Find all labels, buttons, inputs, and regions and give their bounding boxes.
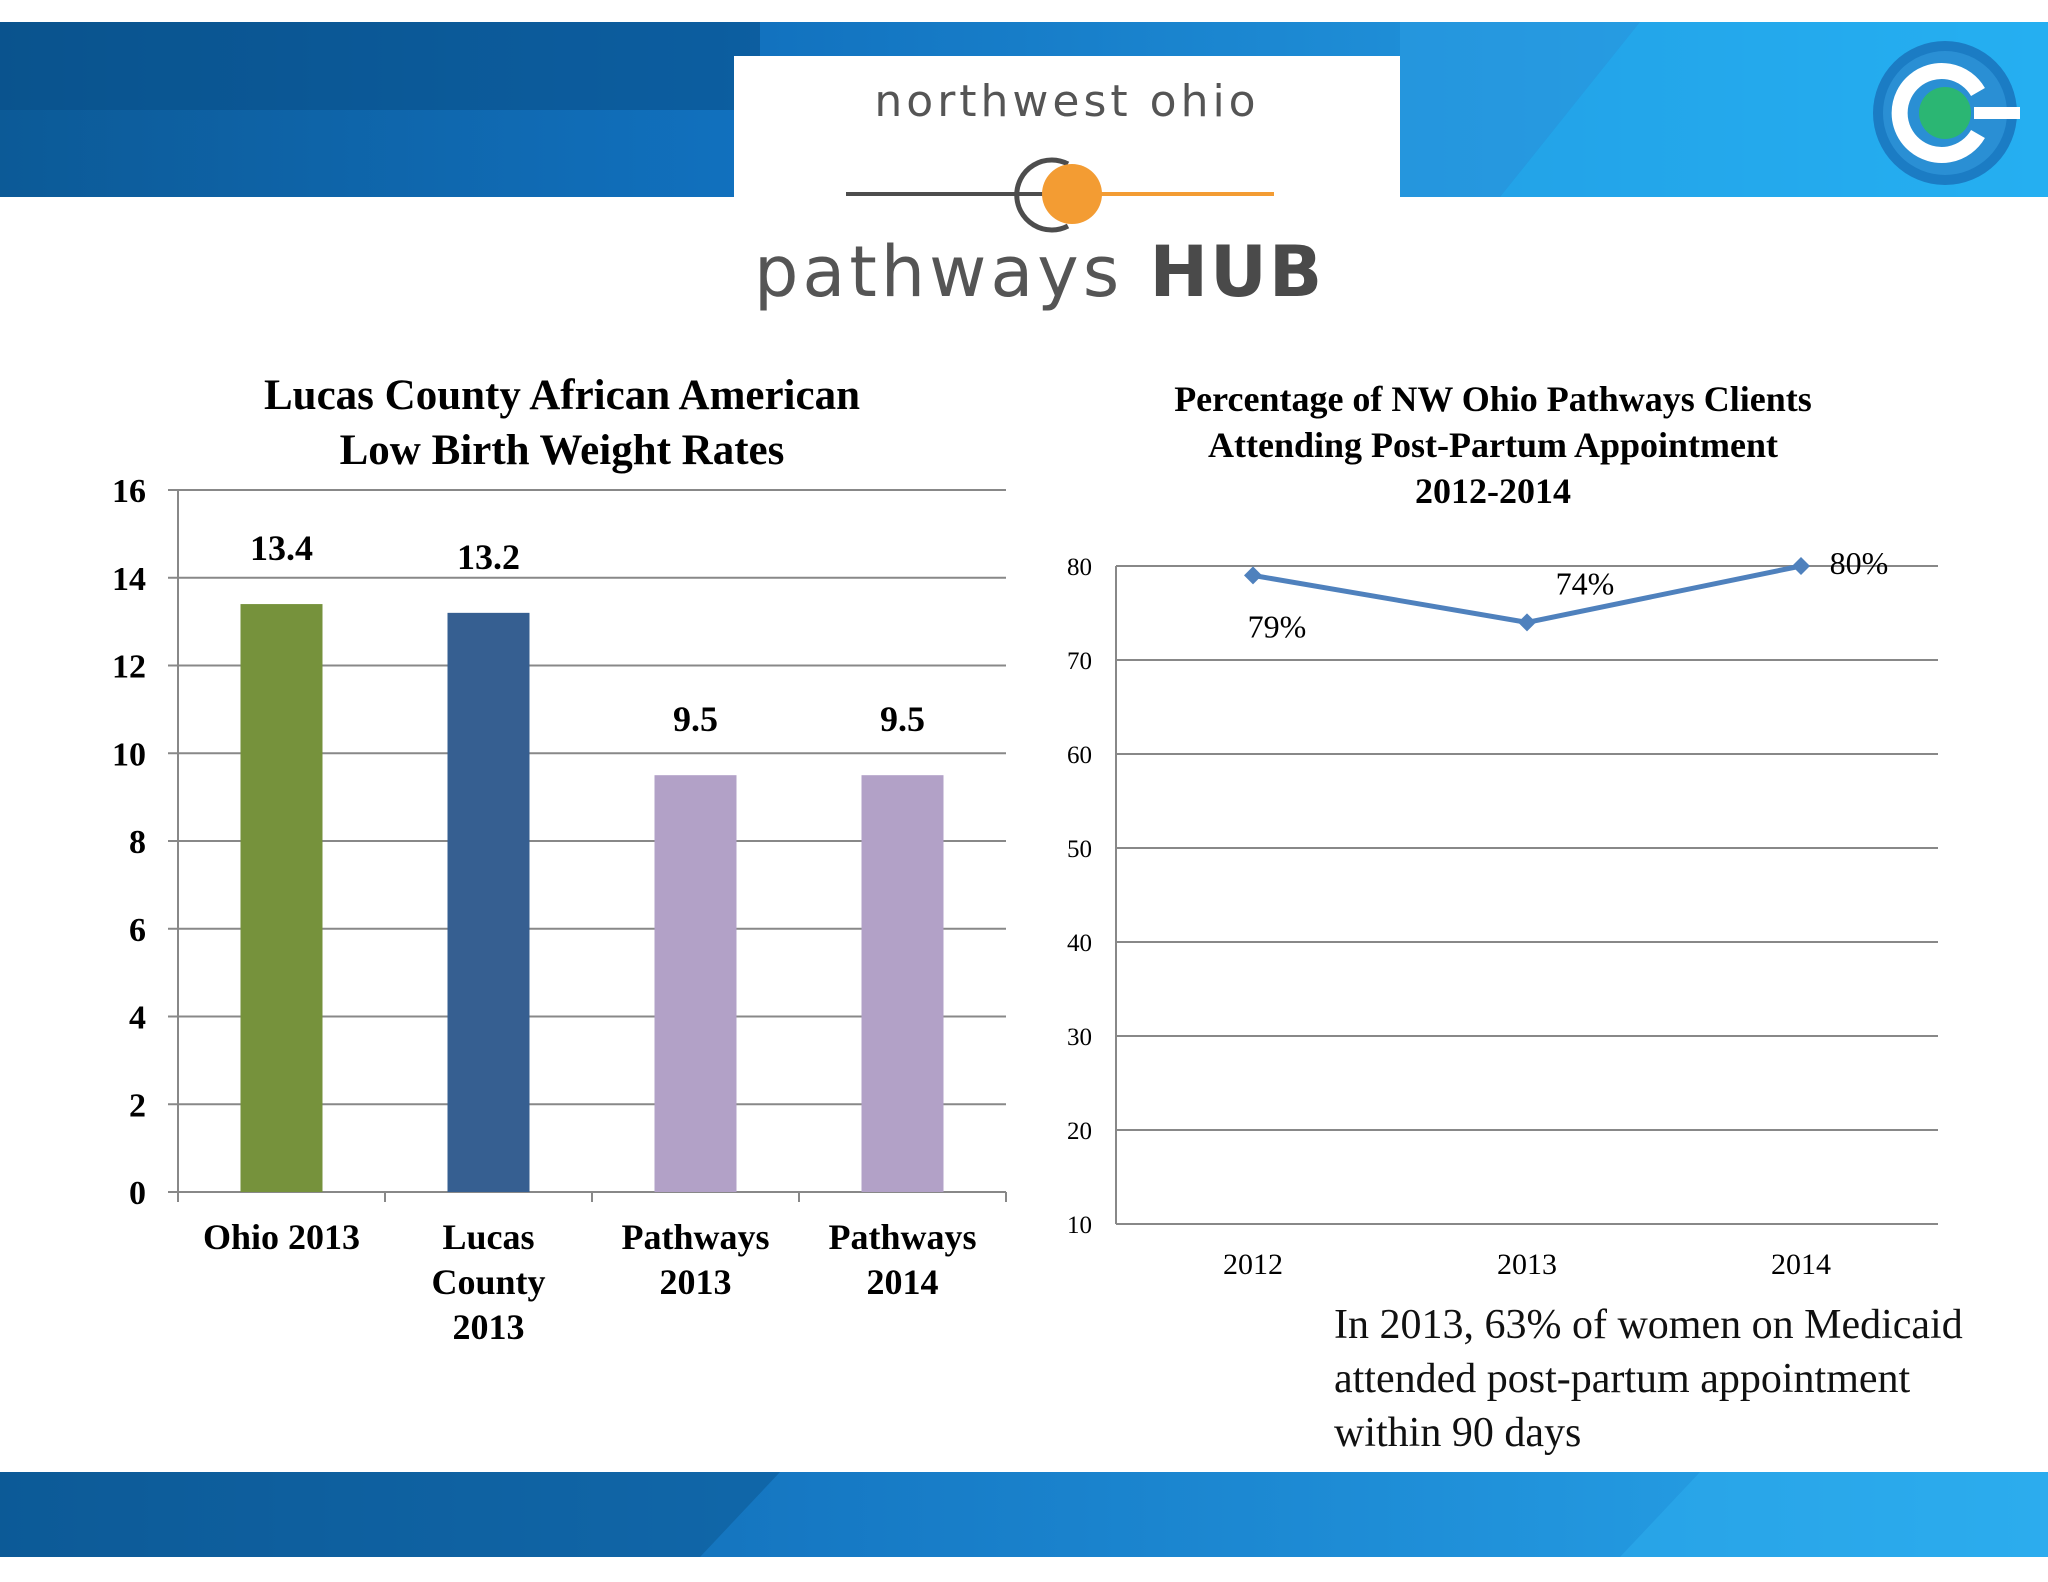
bar-chart: Lucas County African American Low Birth W… [112,372,1007,1347]
bar-ytick-label-14: 14 [112,561,146,598]
corner-logo-icon [1873,41,2020,185]
line-data-label-1: 79% [1248,608,1307,644]
logo-line-icon [846,157,1274,233]
line-data-label-2: 74% [1556,565,1615,601]
line-chart: Percentage of NW Ohio Pathways Clients At… [1067,379,1938,1281]
bar-category-label-4-2: 2014 [867,1262,939,1302]
bar-2 [447,612,530,1192]
logo-pathways-text: pathways [754,231,1150,313]
bar-chart-title-line-2: Low Birth Weight Rates [340,427,785,474]
bar-category-label-3-2: 2013 [660,1262,732,1302]
footer-band-graphic [0,1472,2048,1557]
logo-top-text: northwest ohio [874,76,1260,127]
bar-ytick-label-4: 4 [129,1000,146,1037]
line-ytick-label-70: 70 [1067,648,1092,675]
line-point-3 [1792,557,1810,575]
bar-ytick-label-2: 2 [129,1087,146,1124]
bar-ytick-label-16: 16 [112,473,146,510]
bar-category-label-2-3: 2013 [453,1307,525,1347]
line-ytick-label-20: 20 [1067,1118,1092,1145]
line-point-2 [1518,613,1536,632]
line-xtick-label-3: 2014 [1771,1248,1831,1281]
line-point-1 [1244,566,1262,585]
bar-ytick-label-12: 12 [112,649,146,686]
line-xtick-label-1: 2012 [1223,1248,1283,1281]
bar-data-label-1: 13.4 [250,528,313,568]
bar-chart-title-line-1: Lucas County African American [264,372,860,419]
logo-bottom-text: pathways HUB [754,231,1324,313]
bar-category-label-4-1: Pathways [828,1217,976,1257]
bar-4 [861,775,944,1192]
line-ytick-label-60: 60 [1067,742,1092,769]
logo-hub-text: HUB [1149,231,1325,313]
line-ytick-label-40: 40 [1067,930,1092,957]
pathways-hub-logo: northwest ohio pathways HUB [734,56,1400,336]
bar-ytick-label-6: 6 [129,912,146,949]
line-chart-title-line-3: 2012-2014 [1415,471,1571,511]
line-ytick-label-10: 10 [1067,1212,1092,1239]
bar-ytick-label-0: 0 [129,1175,146,1212]
bar-category-label-2-2: County [431,1262,545,1302]
line-ytick-label-80: 80 [1067,554,1092,581]
bar-category-label-2-1: Lucas [442,1217,534,1257]
bar-data-label-3: 9.5 [673,699,718,739]
bar-data-label-2: 13.2 [457,537,520,577]
medicaid-note: In 2013, 63% of women on Medicaid attend… [1334,1302,1963,1456]
bar-ytick-label-10: 10 [112,736,146,773]
bar-category-label-1-1: Ohio 2013 [203,1217,360,1257]
bar-category-label-3-1: Pathways [621,1217,769,1257]
line-xtick-label-2: 2013 [1497,1248,1557,1281]
bar-1 [240,604,323,1192]
line-chart-title-line-1: Percentage of NW Ohio Pathways Clients [1174,379,1812,419]
line-data-label-3: 80% [1830,545,1889,581]
bar-ytick-label-8: 8 [129,824,146,861]
bar-3 [654,775,737,1192]
line-ytick-label-30: 30 [1067,1024,1092,1051]
line-chart-title-line-2: Attending Post-Partum Appointment [1208,425,1778,465]
footer-band [0,1472,2048,1557]
bar-data-label-4: 9.5 [880,699,925,739]
line-ytick-label-50: 50 [1067,836,1092,863]
